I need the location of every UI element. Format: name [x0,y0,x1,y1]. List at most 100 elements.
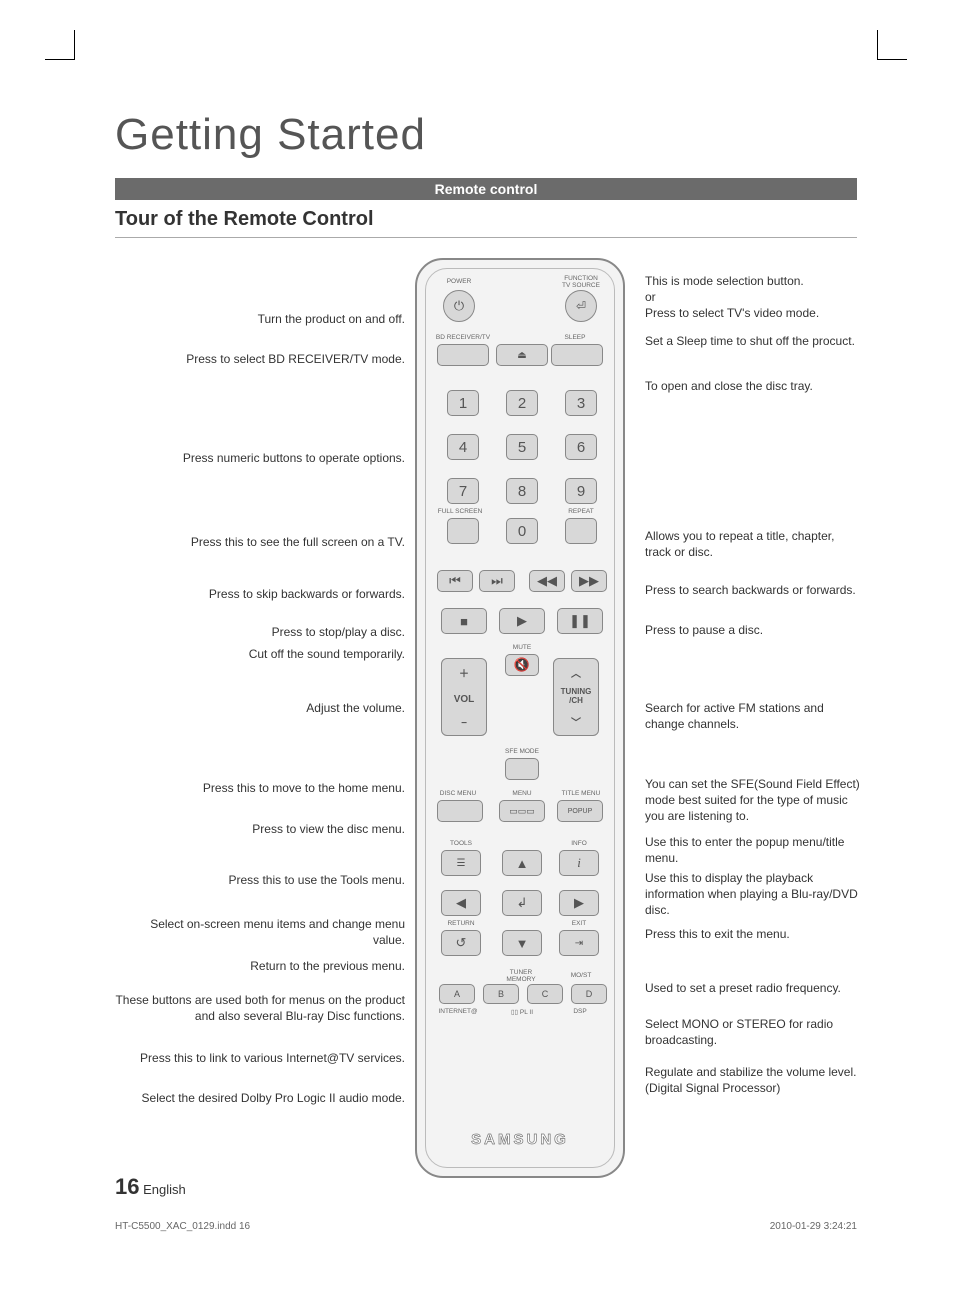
callout-left-12: Return to the previous menu. [115,958,405,974]
callout-right-1: Set a Sleep time to shut off the procuct… [645,333,860,349]
play-icon: ▶ [517,613,527,629]
power-label: POWER [439,278,479,285]
num-6[interactable]: 6 [565,434,597,460]
callout-right-10: Press this to exit the menu. [645,926,860,942]
num-5[interactable]: 5 [506,434,538,460]
doc-meta: HT-C5500_XAC_0129.indd 16 2010-01-29 3:2… [115,1221,857,1232]
mute-button[interactable]: 🔇 [505,654,539,676]
color-b-button[interactable]: B [483,984,519,1004]
bd-label: BD RECEIVER/TV [435,334,491,341]
menu-button[interactable]: ▭▭▭ [499,800,545,822]
dpad-up[interactable]: ▲ [502,850,542,876]
remote-diagram: Turn the product on and off. Press to sel… [115,258,857,1218]
color-c-button[interactable]: C [527,984,563,1004]
callout-right-2: To open and close the disc tray. [645,378,860,394]
num-0[interactable]: 0 [506,518,538,544]
num-3[interactable]: 3 [565,390,597,416]
play-button[interactable]: ▶ [499,608,545,634]
sfe-button[interactable] [505,758,539,780]
power-icon: ⏻ [454,298,464,314]
skip-fwd-button[interactable]: ⏭ [479,570,515,592]
callout-left-0: Turn the product on and off. [115,311,405,327]
mute-label: MUTE [502,644,542,651]
tuner-label: TUNER MEMORY [499,970,543,983]
discmenu-label: DISC MENU [435,790,481,797]
callout-left-6: Cut off the sound temporarily. [115,646,405,662]
page-footer: 16 English [115,1174,186,1200]
num-2[interactable]: 2 [506,390,538,416]
callout-right-3: Allows you to repeat a title, chapter, t… [645,528,860,560]
num-7[interactable]: 7 [447,478,479,504]
info-button[interactable]: i [559,850,599,876]
repeat-label: REPEAT [561,508,601,515]
pause-button[interactable]: ❚❚ [557,608,603,634]
subtitle: Tour of the Remote Control [115,208,857,238]
callout-left-14: Press this to link to various Internet@T… [115,1050,405,1066]
dpad-left[interactable]: ◀ [441,890,481,916]
exit-button[interactable]: ⇥ [559,930,599,956]
callout-right-11: Used to set a preset radio frequency. [645,980,860,996]
function-label-2: TV SOURCE [559,282,603,289]
dpad-right[interactable]: ▶ [559,890,599,916]
sleep-button[interactable] [551,344,603,366]
ffwd-button[interactable]: ▶▶ [571,570,607,592]
callout-left-4: Press to skip backwards or forwards. [115,586,405,602]
bd-receiver-button[interactable] [437,344,489,366]
num-9[interactable]: 9 [565,478,597,504]
volume-rocker[interactable]: ＋ VOL − [441,658,487,736]
callout-right-0: This is mode selection button. or Press … [645,273,860,322]
discmenu-button[interactable] [437,800,483,822]
callout-left-1: Press to select BD RECEIVER/TV mode. [115,351,405,367]
callout-right-7: You can set the SFE(Sound Field Effect) … [645,776,860,825]
brand-logo: SAMSUNG [417,1131,623,1148]
tools-label: TOOLS [443,840,479,847]
color-a-button[interactable]: A [439,984,475,1004]
power-button[interactable]: ⏻ [443,290,475,322]
callout-right-8: Use this to enter the popup menu/title m… [645,834,860,866]
mute-icon: 🔇 [514,657,530,673]
tools-button[interactable]: ☰ [441,850,481,876]
num-1[interactable]: 1 [447,390,479,416]
color-d-button[interactable]: D [571,984,607,1004]
function-button[interactable]: ⏎ [565,290,597,322]
eject-icon: ⏏ [517,350,526,361]
vol-text: VOL [454,694,475,705]
callout-left-13: These buttons are used both for menus on… [115,992,405,1024]
dpad-enter[interactable]: ↲ [502,890,542,916]
info-label: INFO [561,840,597,847]
source-icon: ⏎ [576,299,586,313]
sleep-label: SLEEP [555,334,595,341]
doc-date: 2010-01-29 3:24:21 [770,1221,857,1232]
return-button[interactable]: ↺ [441,930,481,956]
callout-right-5: Press to pause a disc. [645,622,860,638]
enter-icon: ↲ [517,895,528,911]
callout-left-8: Press this to move to the home menu. [115,780,405,796]
num-8[interactable]: 8 [506,478,538,504]
eject-button[interactable]: ⏏ [496,344,548,366]
callout-left-2: Press numeric buttons to operate options… [115,450,405,466]
exit-label: EXIT [559,920,599,927]
dsp-label: DSP [565,1008,595,1015]
skip-back-icon: ⏮ [449,573,461,589]
exit-icon: ⇥ [575,938,583,949]
fullscreen-button[interactable] [447,518,479,544]
page-title: Getting Started [115,110,897,160]
ffwd-icon: ▶▶ [579,573,599,589]
tuning-text: TUNING/CH [561,688,592,706]
callout-left-5: Press to stop/play a disc. [115,624,405,640]
callout-left-11: Select on-screen menu items and change m… [115,916,405,948]
callout-right-12: Select MONO or STEREO for radio broadcas… [645,1016,860,1048]
repeat-button[interactable] [565,518,597,544]
internet-label: INTERNET@ [433,1008,483,1015]
num-4[interactable]: 4 [447,434,479,460]
titlemenu-button[interactable]: POPUP [557,800,603,822]
ch-up-icon: ︿ [571,665,581,680]
callout-right-6: Search for active FM stations and change… [645,700,860,732]
callout-left-10: Press this to use the Tools menu. [115,872,405,888]
return-label: RETURN [441,920,481,927]
stop-button[interactable]: ■ [441,608,487,634]
dpad-down[interactable]: ▼ [502,930,542,956]
tuning-rocker[interactable]: ︿ TUNING/CH ﹀ [553,658,599,736]
rewind-button[interactable]: ◀◀ [529,570,565,592]
skip-back-button[interactable]: ⏮ [437,570,473,592]
